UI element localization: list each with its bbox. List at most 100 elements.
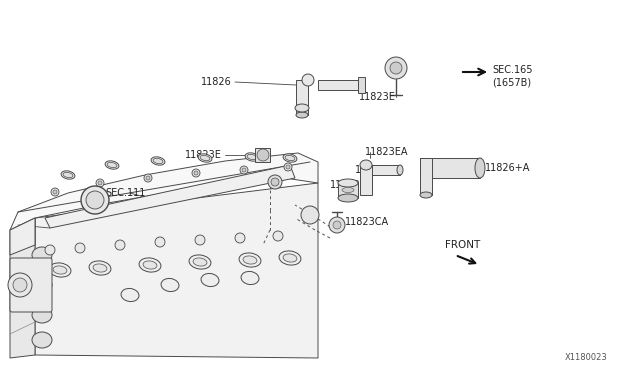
- Text: 11823EA: 11823EA: [365, 147, 408, 157]
- Circle shape: [268, 175, 282, 189]
- Text: X1180023: X1180023: [565, 353, 608, 362]
- Polygon shape: [420, 158, 432, 195]
- Circle shape: [115, 240, 125, 250]
- Ellipse shape: [53, 266, 67, 274]
- Ellipse shape: [279, 251, 301, 265]
- Circle shape: [51, 188, 59, 196]
- Ellipse shape: [61, 171, 75, 179]
- Circle shape: [235, 233, 245, 243]
- Ellipse shape: [32, 307, 52, 323]
- Polygon shape: [360, 165, 400, 175]
- Ellipse shape: [420, 192, 432, 198]
- Ellipse shape: [283, 254, 297, 262]
- Ellipse shape: [189, 255, 211, 269]
- Ellipse shape: [285, 155, 295, 161]
- Polygon shape: [318, 80, 360, 90]
- Text: FRONT: FRONT: [445, 240, 480, 250]
- Polygon shape: [296, 80, 308, 110]
- Ellipse shape: [201, 273, 219, 286]
- Ellipse shape: [63, 172, 73, 178]
- Ellipse shape: [32, 332, 52, 348]
- Ellipse shape: [153, 158, 163, 164]
- Ellipse shape: [151, 157, 165, 165]
- Circle shape: [273, 231, 283, 241]
- Text: (1657B): (1657B): [492, 77, 531, 87]
- Circle shape: [45, 245, 55, 255]
- Polygon shape: [10, 218, 35, 255]
- Text: 11810E: 11810E: [330, 180, 367, 190]
- Text: 11826+A: 11826+A: [485, 163, 531, 173]
- Text: 11826: 11826: [201, 77, 232, 87]
- Ellipse shape: [193, 258, 207, 266]
- Circle shape: [385, 57, 407, 79]
- Circle shape: [192, 169, 200, 177]
- Ellipse shape: [295, 104, 309, 112]
- Polygon shape: [10, 218, 35, 358]
- Circle shape: [8, 273, 32, 297]
- Circle shape: [53, 190, 57, 194]
- Polygon shape: [360, 165, 372, 195]
- Ellipse shape: [49, 263, 71, 277]
- Polygon shape: [358, 77, 365, 93]
- Circle shape: [257, 149, 269, 161]
- Circle shape: [144, 174, 152, 182]
- Circle shape: [86, 191, 104, 209]
- Ellipse shape: [360, 160, 372, 170]
- Text: 11810: 11810: [355, 165, 386, 175]
- Circle shape: [240, 166, 248, 174]
- Circle shape: [286, 165, 290, 169]
- Ellipse shape: [302, 74, 314, 86]
- Ellipse shape: [239, 253, 261, 267]
- Circle shape: [271, 178, 279, 186]
- Text: 11823E: 11823E: [358, 92, 396, 102]
- Ellipse shape: [107, 162, 117, 168]
- Ellipse shape: [397, 165, 403, 175]
- Circle shape: [390, 62, 402, 74]
- Ellipse shape: [338, 179, 358, 187]
- Ellipse shape: [200, 155, 210, 161]
- Ellipse shape: [338, 194, 358, 202]
- Polygon shape: [338, 183, 358, 198]
- Ellipse shape: [93, 264, 107, 272]
- Circle shape: [242, 168, 246, 172]
- Circle shape: [146, 176, 150, 180]
- Ellipse shape: [245, 153, 259, 161]
- Circle shape: [96, 179, 104, 187]
- Polygon shape: [10, 153, 318, 230]
- Ellipse shape: [139, 258, 161, 272]
- Ellipse shape: [247, 154, 257, 160]
- Ellipse shape: [143, 261, 157, 269]
- Circle shape: [75, 243, 85, 253]
- Ellipse shape: [32, 277, 52, 293]
- Text: SEC.111: SEC.111: [105, 188, 145, 198]
- Ellipse shape: [89, 261, 111, 275]
- Text: SEC.165: SEC.165: [492, 65, 532, 75]
- Text: 11823E: 11823E: [185, 150, 222, 160]
- Ellipse shape: [475, 158, 485, 178]
- Circle shape: [81, 186, 109, 214]
- FancyBboxPatch shape: [10, 258, 52, 312]
- Circle shape: [195, 235, 205, 245]
- Polygon shape: [420, 158, 480, 178]
- Ellipse shape: [105, 161, 119, 169]
- Polygon shape: [296, 107, 308, 115]
- Ellipse shape: [243, 256, 257, 264]
- Polygon shape: [255, 148, 270, 162]
- Circle shape: [13, 278, 27, 292]
- Ellipse shape: [296, 112, 308, 118]
- Circle shape: [98, 181, 102, 185]
- Ellipse shape: [121, 288, 139, 302]
- Ellipse shape: [32, 247, 52, 263]
- Ellipse shape: [241, 272, 259, 285]
- Ellipse shape: [342, 187, 354, 192]
- Circle shape: [329, 217, 345, 233]
- Circle shape: [301, 206, 319, 224]
- Polygon shape: [35, 183, 318, 358]
- Ellipse shape: [283, 154, 297, 162]
- Polygon shape: [45, 165, 295, 228]
- Circle shape: [284, 163, 292, 171]
- Text: 11823CA: 11823CA: [345, 217, 389, 227]
- Circle shape: [333, 221, 341, 229]
- Circle shape: [155, 237, 165, 247]
- Circle shape: [194, 171, 198, 175]
